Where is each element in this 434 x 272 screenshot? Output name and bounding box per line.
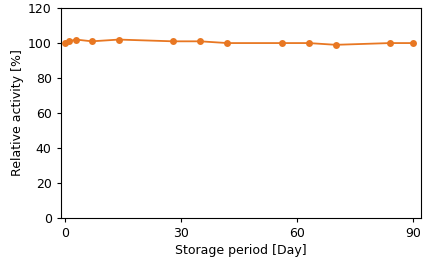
Y-axis label: Relative activity [%]: Relative activity [%] (11, 50, 24, 176)
X-axis label: Storage period [Day]: Storage period [Day] (175, 244, 307, 257)
